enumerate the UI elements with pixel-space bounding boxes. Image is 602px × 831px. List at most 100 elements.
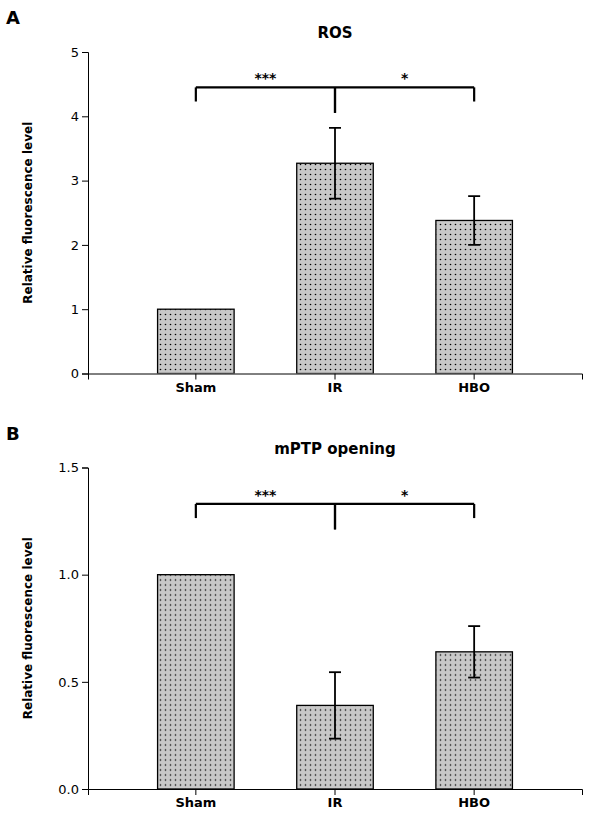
y-tick-label: 0: [71, 366, 79, 381]
x-tick: HBO: [458, 374, 490, 395]
x-tick-mark: [335, 374, 336, 380]
y-tick-mark: [82, 374, 88, 375]
y-tick: 5: [71, 45, 88, 60]
y-tick-mark: [82, 468, 88, 469]
x-tick-mark: [195, 374, 196, 380]
y-tick-mark: [82, 789, 88, 790]
y-tick-mark: [82, 116, 88, 117]
y-tick: 0.0: [58, 782, 88, 797]
y-axis: 0.0 0.5 1.0 1.5: [58, 460, 88, 797]
error-bar-stem: [334, 128, 336, 199]
chart: 012345ShamIRHBO****ROSARelative fluoresc…: [0, 0, 602, 831]
x-tick-mark: [474, 789, 475, 795]
y-tick-label: 0.5: [58, 674, 79, 689]
bar: [158, 309, 235, 373]
y-tick-label: 1.5: [58, 460, 79, 475]
bracket-tick: [334, 504, 336, 529]
bracket-tick: [473, 87, 475, 101]
y-tick-mark: [82, 682, 88, 683]
x-tick-label: Sham: [175, 380, 216, 395]
significance-label: ***: [254, 70, 277, 86]
y-tick-label: 1: [71, 302, 79, 317]
y-tick: 4: [71, 109, 88, 124]
y-tick: 2: [71, 238, 88, 253]
x-tick: IR: [328, 789, 343, 810]
panel: 0.00.51.01.5ShamIRHBO****mPTP openingBRe…: [6, 423, 583, 811]
x-tick-label: HBO: [458, 380, 490, 395]
x-tick-mark: [335, 789, 336, 795]
x-tick-label: IR: [328, 795, 343, 810]
error-bar: [468, 196, 480, 245]
y-tick: 1.0: [58, 567, 88, 582]
title: mPTP opening: [274, 440, 396, 458]
x-tick: Sham: [175, 374, 216, 395]
error-bar-stem: [334, 672, 336, 738]
error-bar-cap: [329, 738, 341, 740]
y-tick-mark: [82, 52, 88, 53]
y-tick: 3: [71, 173, 88, 188]
y-axis-line: [82, 53, 89, 375]
y-tick-label: 3: [71, 173, 79, 188]
significance-label: *: [401, 487, 409, 503]
y-tick: 1: [71, 302, 88, 317]
x-tick: IR: [328, 374, 343, 395]
x-axis: Sham IR HBO: [89, 374, 583, 395]
error-bar-stem: [473, 626, 475, 677]
y-tick-label: 0.0: [58, 782, 79, 797]
error-bar: [468, 626, 480, 677]
y-tick: 0: [71, 366, 88, 381]
y-tick-mark: [82, 181, 88, 182]
y-tick: 1.5: [58, 460, 88, 475]
panel: 012345ShamIRHBO****ROSARelative fluoresc…: [6, 7, 583, 395]
x-tick-mark: [474, 374, 475, 380]
bracket-line: [196, 503, 335, 505]
error-bar-cap: [329, 198, 341, 200]
brackets: [196, 504, 474, 529]
marks: [158, 575, 513, 789]
y-tick-label: 1.0: [58, 567, 79, 582]
x-axis-line: [89, 790, 583, 796]
x-axis: Sham IR HBO: [89, 789, 583, 810]
error-bar-cap: [468, 625, 480, 627]
bracket: [196, 87, 335, 112]
y-tick-label: 4: [71, 109, 79, 124]
y-axis-line: [82, 468, 89, 790]
bracket: [335, 87, 474, 112]
y-tick-mark: [82, 245, 88, 246]
error-bar: [329, 672, 341, 738]
y-axis-title: Relative fluorescence level: [21, 537, 35, 719]
y-axis: 0 1 2 3 4 5: [71, 45, 89, 382]
bracket-tick: [334, 87, 336, 112]
x-tick-label: HBO: [458, 795, 490, 810]
error-bar-stem: [473, 196, 475, 245]
y-tick-mark: [82, 575, 88, 576]
significance-label: ***: [254, 487, 277, 503]
x-tick-mark: [195, 789, 196, 795]
error-bar-cap: [468, 244, 480, 246]
bracket: [196, 504, 335, 529]
significance-label: *: [401, 70, 409, 86]
y-tick-label: 5: [71, 45, 79, 60]
y-axis-title: Relative fluorescence level: [21, 122, 35, 304]
x-tick-label: IR: [328, 380, 343, 395]
bracket-line: [196, 86, 335, 88]
bracket-tick: [195, 504, 197, 518]
bracket-tick: [195, 87, 197, 101]
y-tick: 0.5: [58, 674, 88, 689]
title: ROS: [317, 24, 352, 42]
error-bar-cap: [329, 127, 341, 129]
error-bar-cap: [468, 677, 480, 679]
x-tick: HBO: [458, 789, 490, 810]
x-tick-label: Sham: [175, 795, 216, 810]
bracket-tick: [334, 504, 336, 529]
panel-label: B: [6, 423, 20, 444]
error-bar-cap: [468, 195, 480, 197]
brackets: [196, 87, 474, 112]
bar: [158, 575, 235, 789]
x-axis-line: [89, 374, 583, 380]
bracket-tick: [334, 87, 336, 112]
bracket-line: [335, 503, 474, 505]
bracket: [335, 504, 474, 529]
error-bar-cap: [329, 671, 341, 673]
panel-label: A: [6, 7, 20, 28]
